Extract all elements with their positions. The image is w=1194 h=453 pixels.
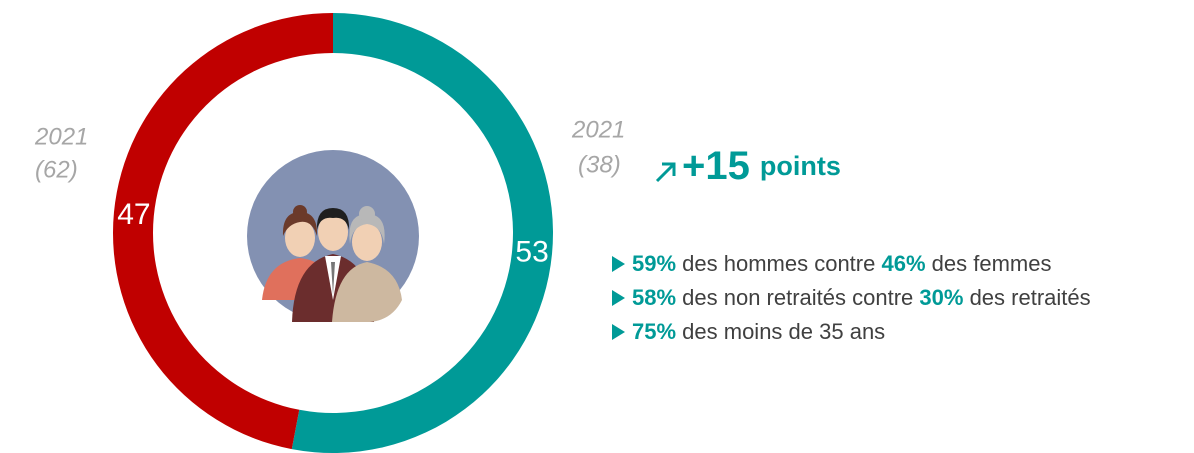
bullet-segment: des retraités (963, 285, 1090, 310)
right-note-year: 2021 (571, 116, 625, 143)
bullet-highlight: 75% (632, 319, 676, 344)
left-note-year: 2021 (34, 123, 88, 150)
bullet-highlight: 46% (881, 251, 925, 276)
bullet-marker (612, 324, 625, 340)
change-unit: points (760, 151, 841, 181)
bullet-segment: des femmes (926, 251, 1052, 276)
trend-arrow-icon (657, 164, 674, 181)
bullet-segment: des non retraités contre (676, 285, 919, 310)
people-icon (247, 150, 419, 322)
bullet-marker (612, 290, 625, 306)
bullet-highlight: 58% (632, 285, 676, 310)
bullet-text: 59% des hommes contre 46% des femmes (632, 251, 1051, 276)
chart: 2021 (62) 2021 (38) +15 points 53 47 59% de… (0, 0, 1194, 453)
left-note-count: (62) (35, 156, 78, 183)
bullet-text: 75% des moins de 35 ans (632, 319, 885, 344)
right-note-count: (38) (578, 151, 621, 178)
bullet-marker (612, 256, 625, 272)
bullet-highlight: 59% (632, 251, 676, 276)
change-value: +15 (682, 144, 750, 188)
change: +15 points (682, 144, 841, 188)
value-label: 47 (117, 198, 150, 231)
bullet-text: 58% des non retraités contre 30% des ret… (632, 285, 1091, 310)
bullet-segment: des hommes contre (676, 251, 881, 276)
value-label: 53 (515, 236, 548, 269)
bullet-segment: des moins de 35 ans (676, 319, 885, 344)
bullet-highlight: 30% (919, 285, 963, 310)
